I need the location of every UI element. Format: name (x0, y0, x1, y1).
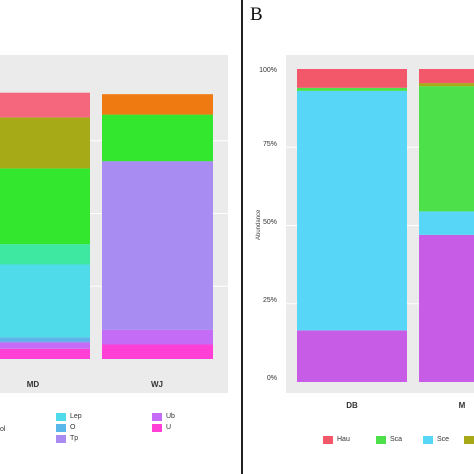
x-tick-label-wj: WJ (151, 380, 163, 389)
bar-segment-wj-6 (102, 114, 213, 162)
bar-segment-m-3 (419, 83, 474, 87)
bar-segment-db-1 (297, 90, 407, 331)
x-tick-label-md: MD (26, 380, 40, 389)
legend-key-olive (464, 436, 474, 444)
bar-segment-wj-1 (102, 329, 213, 345)
bar-segment-m-1 (419, 211, 474, 235)
bar-segment-m-0 (419, 234, 474, 382)
bar-segment-m-2 (419, 86, 474, 212)
x-tick-label-db: DB (346, 401, 358, 410)
legend-text-ol: ol (0, 426, 6, 433)
y-axis-label: Abundance (256, 209, 262, 240)
bar-segment-db-0 (297, 330, 407, 382)
legend-text-ub: Ub (166, 413, 175, 420)
bar-segment-md-5 (0, 244, 90, 265)
legend-text-sca: Sca (390, 436, 403, 443)
legend-key-u (152, 424, 162, 432)
y-tick-label-0: 0% (266, 375, 277, 382)
y-tick-label-25: 25% (262, 297, 277, 304)
legend-text-hau: Hau (337, 436, 350, 443)
legend-key-o (56, 424, 66, 432)
bar-segment-md-4 (0, 264, 90, 338)
bar-segment-m-4 (419, 69, 474, 84)
bar-segment-md-3 (0, 337, 90, 342)
bar-segment-md-0 (0, 348, 90, 359)
panel-label: B (250, 4, 263, 25)
x-tick-label-m: M (458, 401, 466, 410)
legend-key-tp (56, 435, 66, 443)
bar-segment-wj-0 (102, 344, 213, 359)
bar-segment-wj-8 (102, 94, 213, 115)
legend-text-sce: Sce (437, 436, 450, 443)
bar-segment-wj-2 (102, 161, 213, 330)
legend-text-lep: Lep (70, 413, 82, 420)
legend-key-lep (56, 413, 66, 421)
y-tick-label-50: 50% (262, 219, 277, 226)
bar-segment-db-2 (297, 87, 407, 91)
bar-segment-md-7 (0, 117, 90, 169)
bar-segment-md-6 (0, 168, 90, 245)
y-tick-label-75: 75% (262, 141, 277, 148)
legend-key-sce (423, 436, 433, 444)
legend-text-tp: Tp (70, 435, 79, 442)
bar-segment-md-2 (0, 341, 90, 343)
panel-divider (241, 0, 243, 474)
legend-key-sca (376, 436, 386, 444)
bar-segment-md-1 (0, 343, 90, 349)
legend-key-ub (152, 413, 162, 421)
bar-segment-md-9 (0, 92, 90, 118)
legend-text-o: O (70, 424, 76, 431)
y-tick-label-100: 100% (259, 67, 277, 74)
legend-text-u: U (166, 424, 172, 431)
legend-key-hau (323, 436, 333, 444)
bar-segment-db-4 (297, 69, 407, 88)
